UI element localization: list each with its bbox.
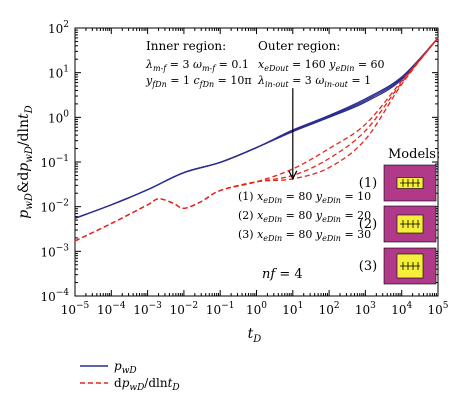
y-tick-label: 10−1: [40, 154, 69, 170]
model-label-3: (3): [359, 259, 377, 274]
case-label-2: (2) xeDin = 80 yeDin = 20: [238, 209, 371, 224]
case-label-1: (1) xeDin = 80 yeDin = 10: [238, 190, 371, 205]
inner-region-line2: yfDn = 1 cfDn = 10π: [145, 74, 252, 89]
pwd-curve-3: [74, 37, 439, 219]
x-tick-label: 10−2: [170, 301, 199, 317]
x-tick-label: 101: [282, 301, 303, 317]
x-tick-label: 100: [246, 301, 267, 317]
x-tick-label: 10−3: [133, 301, 162, 317]
y-tick-label: 101: [48, 65, 69, 81]
y-axis-label: pwD&dpwD/dlntD: [16, 105, 35, 218]
y-tick-label: 10−2: [40, 199, 69, 215]
inner-region-title: Inner region:: [146, 39, 226, 53]
y-tick-label: 102: [48, 20, 69, 36]
case-label-3: (3) xeDin = 80 yeDin = 30: [238, 228, 371, 243]
model-label-1: (1): [359, 176, 377, 191]
models-group: Models: (1) (2) (3): [359, 147, 440, 285]
legend-label-2: dpwD/dlntD: [114, 376, 180, 393]
x-tick-label: 104: [391, 301, 412, 317]
curves-group: [74, 37, 439, 242]
x-tick-label: 105: [427, 301, 448, 317]
model-label-2: (2): [359, 217, 377, 232]
y-tick-label: 10−3: [40, 243, 69, 259]
x-tick-label: 10−4: [97, 301, 126, 317]
x-tick-label: 103: [355, 301, 376, 317]
x-axis-label: tD: [248, 326, 262, 345]
x-tick-label: 10−5: [61, 301, 90, 317]
x-tick-label: 102: [319, 301, 340, 317]
x-tick-label: 10−1: [206, 301, 235, 317]
legend-label-1: pwD: [114, 359, 137, 376]
outer-region-line2: λin-out = 3 ωin-out = 1: [257, 74, 371, 89]
trend-arrow-head: [288, 170, 298, 181]
derivative-curve-3: [74, 37, 439, 242]
outer-region-title: Outer region:: [258, 39, 340, 53]
nf-label: nf = 4: [262, 267, 303, 282]
inner-region-line1: λm-f = 3 ωm-f = 0.1: [145, 58, 249, 73]
y-tick-label: 10−4: [40, 288, 69, 304]
axes-group: 10−5 10−4 10−3 10−2 10−1 100 101 102 103 104 10510…: [16, 20, 449, 345]
y-tick-label: 100: [48, 109, 69, 125]
outer-region-line1: xeDout = 160 yeDin = 60: [258, 58, 385, 73]
models-title: Models:: [388, 147, 440, 162]
